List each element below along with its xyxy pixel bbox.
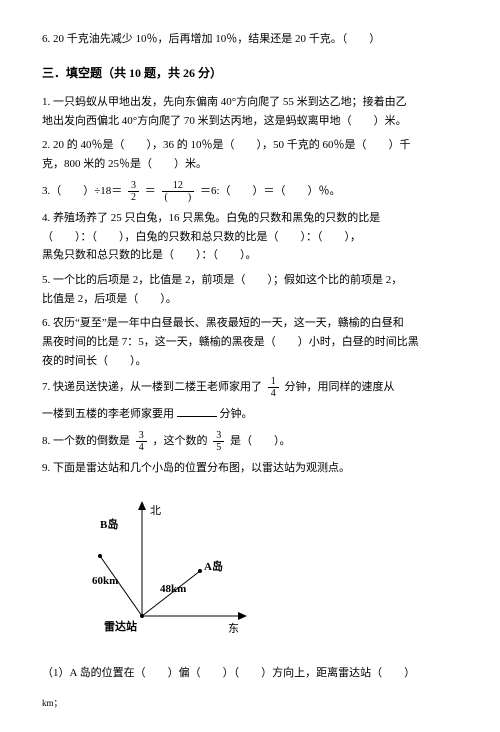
s3q7c: 一楼到五楼的李老师家要用	[42, 408, 174, 420]
s3q9: 9. 下面是雷达站和几个小岛的位置分布图，以雷达站为观测点。	[42, 459, 458, 478]
s3q4a: 4. 养殖场养了 25 只白兔，16 只黑兔。白兔的只数和黑兔的只数的比是	[42, 212, 380, 224]
s3q2a: 2. 20 的 40％是（ ），36 的 10％是（ ），50 千克的 60％是…	[42, 139, 411, 151]
radar-diagram: B岛 北 60km A岛 48km 雷达站 东	[92, 496, 252, 646]
s3q5a: 5. 一个比的后项是 2，比值是 2，前项是（ ）；假如这个比的前项是 2，	[42, 274, 402, 286]
fraction-3-2: 3 2	[128, 180, 139, 203]
fraction-1-4: 1 4	[268, 376, 279, 399]
s3q6c: 夜的时间长（ ）。	[42, 355, 147, 367]
q6-text: 6. 20 千克油先减少 10％，后再增加 10％，结果还是 20 千克。（ ）	[42, 30, 458, 49]
s3q7b: 分钟，用同样的速度从	[285, 381, 395, 393]
s3q7d: 分钟。	[220, 408, 253, 420]
section-3-title: 三．填空题（共 10 题，共 26 分）	[42, 63, 458, 83]
blank-q7	[177, 405, 217, 417]
label-east: 东	[228, 620, 239, 639]
fraction-12-x: 12 ( )	[162, 180, 195, 203]
label-48km: 48km	[160, 580, 186, 599]
label-a-island: A岛	[204, 558, 223, 577]
s3q3c: ＝6:（ ）＝（ ）％。	[200, 185, 341, 197]
s3q1b: 地出发向西偏北 40°方向爬了 70 米到达丙地，这是蚂蚁离甲地（ ）米。	[42, 115, 407, 127]
s3q5b: 比值是 2，后项是（ ）。	[42, 293, 177, 305]
s3q6b: 黑夜时间的比是 7：5，这一天，赣榆的黑夜是（ ）小时，白昼的时间比黑	[42, 336, 419, 348]
s3q8a: 8. 一个数的倒数是	[42, 435, 130, 447]
s3q2b: 克，800 米的 25％是（ ）米。	[42, 158, 207, 170]
label-60km: 60km	[92, 572, 118, 591]
s3q4c: 黑兔只数和总只数的比是（ ）：（ ）。	[42, 249, 257, 261]
s3q8c: 是（ ）。	[230, 435, 291, 447]
fraction-3-4: 3 4	[136, 430, 147, 453]
s3q3a: 3.（ ）÷18＝	[42, 185, 122, 197]
s3q1a: 1. 一只蚂蚁从甲地出发，先向东偏南 40°方向爬了 55 米到达乙地；接着由乙	[42, 96, 407, 108]
s3q8b: ，这个数的	[153, 435, 208, 447]
km-label: km；	[42, 696, 458, 711]
s3q6a: 6. 农历“夏至”是一年中白昼最长、黑夜最短的一天，这一天，赣榆的白昼和	[42, 317, 404, 329]
s3q7a: 7. 快递员送快递，从一楼到二楼王老师家用了	[42, 381, 262, 393]
s3q3b: ＝	[145, 185, 156, 197]
label-b-island: B岛	[100, 516, 118, 535]
s3q9-1: （1）A 岛的位置在（ ）偏（ ）（ ）方向上，距离雷达站（ ）	[42, 664, 458, 683]
label-north: 北	[150, 502, 161, 521]
label-radar: 雷达站	[104, 618, 137, 637]
fraction-3-5: 3 5	[213, 430, 224, 453]
s3q4b: （ ）：（ ），白兔的只数和总只数的比是（ ）：（ ），	[42, 231, 361, 243]
